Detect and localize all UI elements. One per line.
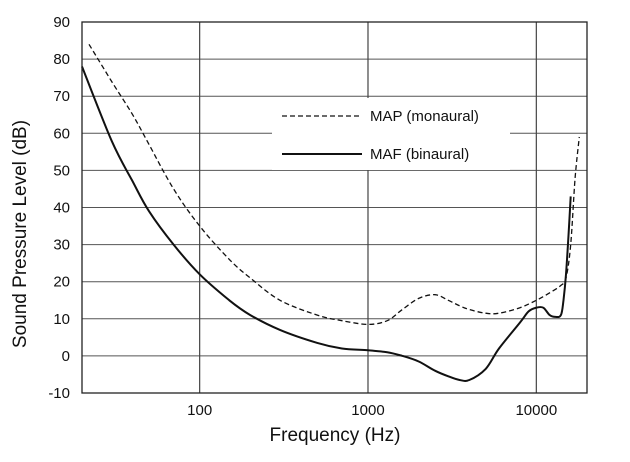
legend: MAP (monaural) MAF (binaural) <box>272 98 510 170</box>
y-tick-label: 80 <box>53 51 70 68</box>
legend-label-map: MAP (monaural) <box>370 108 479 125</box>
y-tick-label: 50 <box>53 162 70 179</box>
x-tick-label: 100 <box>187 402 212 419</box>
y-axis-ticks: -10 0 10 20 30 40 50 60 70 80 90 <box>48 14 70 402</box>
x-tick-label: 10000 <box>515 402 557 419</box>
y-tick-label: 70 <box>53 88 70 105</box>
y-tick-label: 20 <box>53 274 70 291</box>
y-tick-label: 10 <box>53 311 70 328</box>
y-axis-title: Sound Pressure Level (dB) <box>10 120 31 348</box>
plot-frame <box>81 21 588 394</box>
x-tick-label: 1000 <box>351 402 384 419</box>
x-axis-title: Frequency (Hz) <box>270 425 401 446</box>
y-tick-label: 40 <box>53 200 70 217</box>
y-tick-label: -10 <box>48 385 70 402</box>
x-axis-ticks: 100 1000 10000 <box>187 402 557 419</box>
y-tick-label: 30 <box>53 237 70 254</box>
legend-background <box>272 98 510 170</box>
series-line-map <box>88 43 580 326</box>
legend-label-maf: MAF (binaural) <box>370 146 469 163</box>
data-series <box>81 43 580 382</box>
y-tick-label: 0 <box>62 348 70 365</box>
y-tick-label: 90 <box>53 14 70 31</box>
y-tick-label: 60 <box>53 125 70 142</box>
series-line-maf <box>81 66 572 382</box>
